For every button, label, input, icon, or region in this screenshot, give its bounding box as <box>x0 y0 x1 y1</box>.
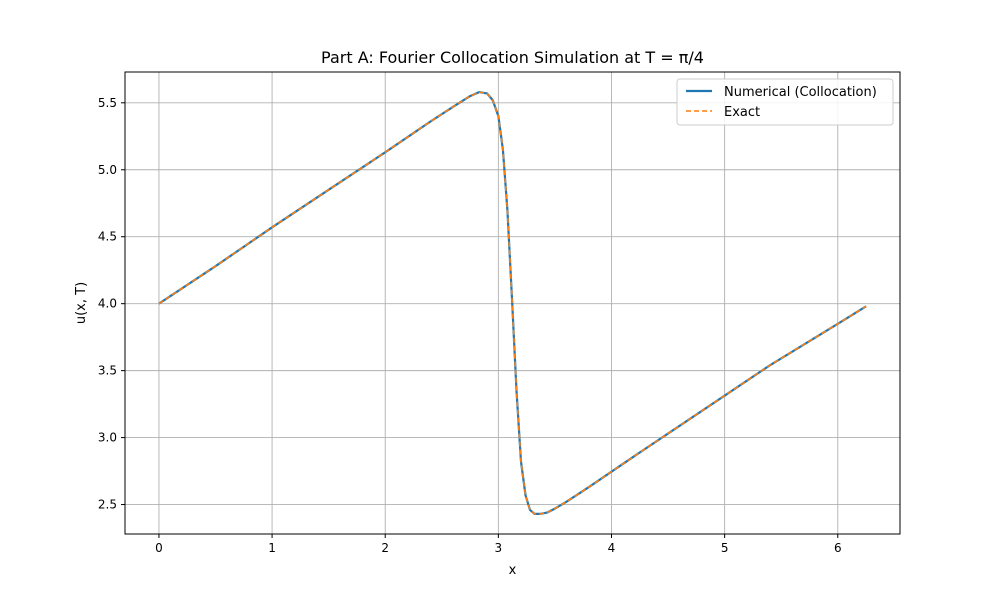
plot-area-frame <box>124 71 901 535</box>
y-tick-label: 5.0 <box>98 163 117 177</box>
x-axis-label: x <box>509 563 517 578</box>
legend-label-numerical: Numerical (Collocation) <box>724 85 877 100</box>
y-tick-label: 3.5 <box>98 364 117 378</box>
x-tick-label: 0 <box>155 541 163 555</box>
y-tick-label: 4.5 <box>98 230 117 244</box>
series-line-exact <box>158 91 867 515</box>
y-axis-label: u(x, T) <box>74 282 89 324</box>
axis-ticks: 0 1 2 3 4 5 6 2.5 3.0 3.5 4.0 4.5 5.0 5.5 <box>98 96 842 555</box>
x-tick-label: 2 <box>381 541 389 555</box>
legend: Numerical (Collocation) Exact <box>676 78 894 126</box>
legend-box <box>676 78 894 126</box>
x-tick-label: 4 <box>608 541 616 555</box>
legend-label-exact: Exact <box>724 105 760 120</box>
y-tick-label: 5.5 <box>98 96 117 110</box>
y-tick-label: 4.0 <box>98 297 117 311</box>
x-tick-label: 1 <box>268 541 276 555</box>
y-tick-label: 3.0 <box>98 431 117 445</box>
x-tick-label: 5 <box>721 541 729 555</box>
x-tick-label: 3 <box>495 541 503 555</box>
y-tick-label: 2.5 <box>98 498 117 512</box>
chart-title: Part A: Fourier Collocation Simulation a… <box>321 48 704 67</box>
plot-lines <box>158 90 867 516</box>
x-tick-label: 6 <box>834 541 842 555</box>
